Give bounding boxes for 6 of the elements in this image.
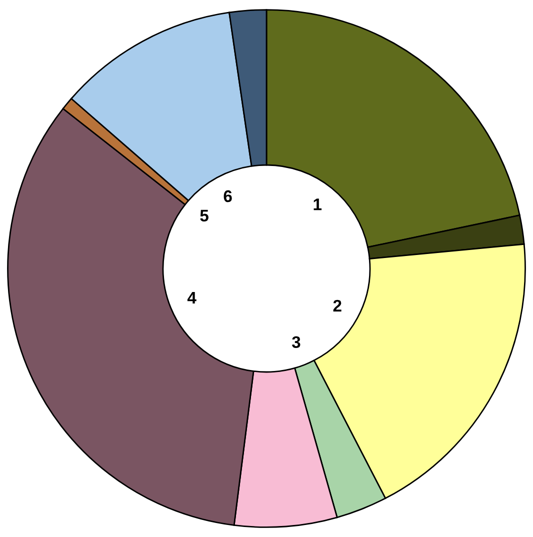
slice-label: 3 <box>292 336 300 348</box>
slice-label: 4 <box>187 292 196 304</box>
slice-label: 5 <box>200 210 208 222</box>
slice-label: 6 <box>224 190 232 202</box>
slice-label: 1 <box>314 198 322 210</box>
slice-label: 2 <box>333 300 342 312</box>
